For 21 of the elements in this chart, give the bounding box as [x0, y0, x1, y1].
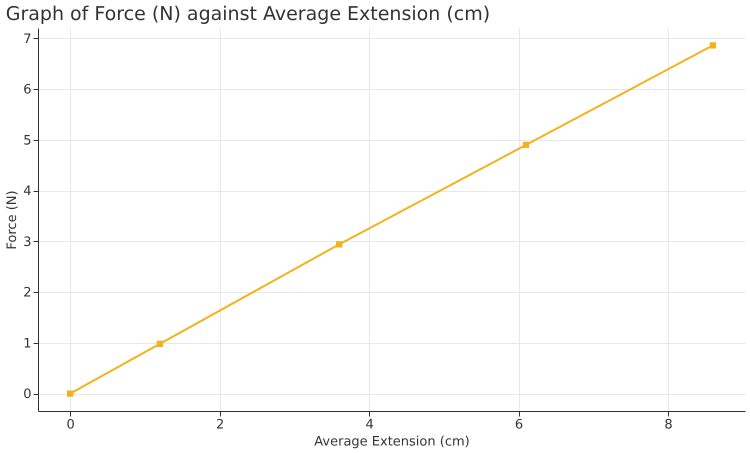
y-tick-label: 0 [23, 387, 32, 402]
point [336, 241, 342, 248]
x-tick-label: 6 [514, 418, 524, 432]
y-tick-label: 5 [23, 133, 32, 148]
x-axis-title: Average Extension (cm) [314, 434, 470, 450]
point [522, 142, 530, 148]
x-tick-label: 8 [664, 418, 673, 432]
point [66, 390, 74, 397]
y-tick-label: 6 [23, 82, 32, 98]
y-tick-label: 3 [23, 234, 32, 250]
x-tick-label: 2 [216, 418, 224, 432]
x-tick-label: 0 [66, 418, 75, 432]
point [156, 340, 163, 348]
y-axis-title: Force (N) [5, 190, 20, 250]
y-tick-label: 2 [23, 286, 32, 301]
y-tick-label: 4 [23, 184, 32, 200]
x-tick-label: 4 [365, 418, 374, 432]
y-tick-label: 1 [23, 336, 32, 352]
chart-title: Graph of Force (N) against Average Extension (cm) [6, 3, 490, 25]
point [710, 42, 716, 49]
y-tick-label: 7 [23, 32, 32, 47]
